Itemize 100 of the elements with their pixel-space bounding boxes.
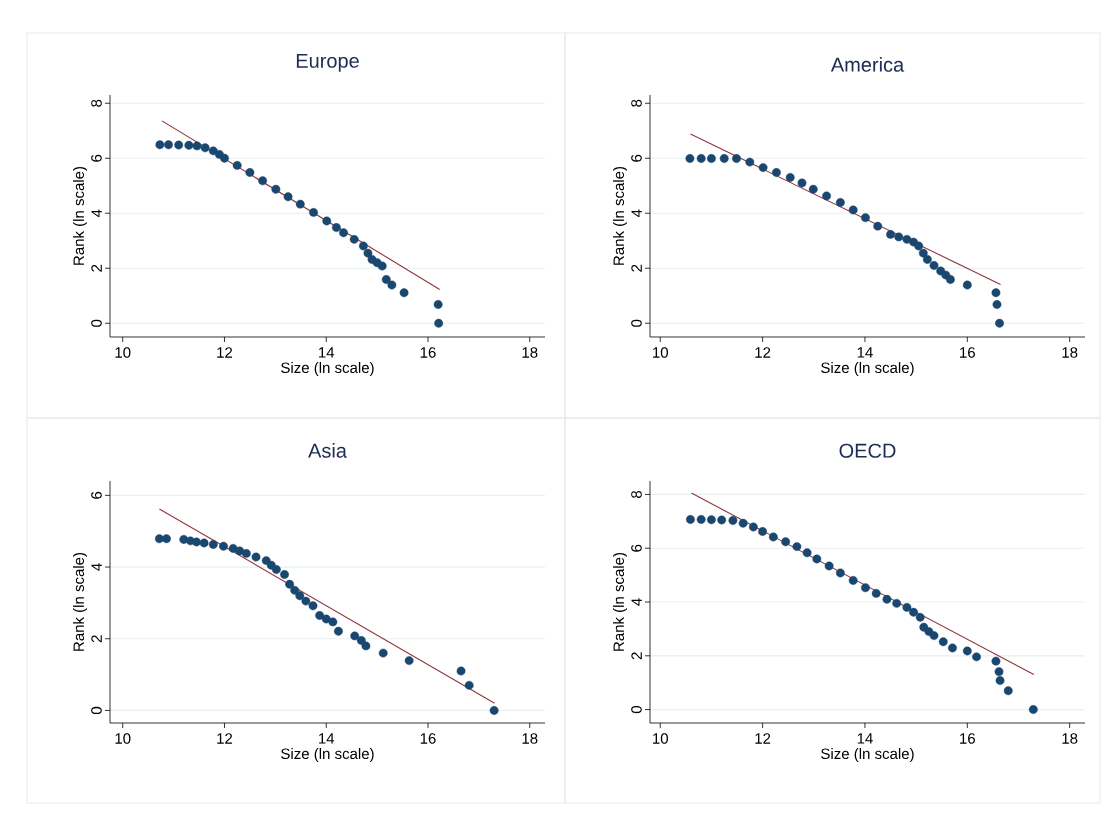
- point: [922, 255, 932, 264]
- point: [685, 154, 695, 163]
- point: [992, 300, 1002, 309]
- point: [199, 538, 209, 548]
- point: [334, 626, 343, 636]
- point: [200, 143, 210, 153]
- point: [235, 546, 245, 556]
- x-axis-title: Size (ln scale): [821, 748, 914, 762]
- chart-title: America: [830, 57, 905, 72]
- point: [886, 230, 895, 239]
- point: [1028, 705, 1038, 714]
- point: [258, 176, 268, 186]
- point: [929, 261, 939, 270]
- point: [434, 318, 444, 328]
- point: [192, 537, 201, 547]
- point: [797, 178, 807, 188]
- x-axis-title: Size (ln scale): [281, 362, 374, 376]
- point: [308, 601, 318, 611]
- point: [208, 540, 218, 549]
- point: [387, 280, 397, 290]
- x-tick-label: 16: [960, 733, 975, 744]
- point: [835, 198, 845, 207]
- point: [295, 591, 305, 601]
- x-tick-label: 14: [319, 733, 335, 744]
- x-tick-label: 14: [319, 347, 335, 358]
- point: [192, 141, 202, 151]
- point: [315, 611, 325, 620]
- y-tick-label: 4: [91, 209, 102, 218]
- point: [745, 157, 755, 167]
- x-tick-label: 16: [420, 733, 436, 744]
- x-axis-title: Size (ln scale): [821, 362, 914, 376]
- point: [894, 232, 904, 242]
- point: [283, 192, 293, 202]
- point: [861, 213, 870, 223]
- x-tick-label: 18: [1062, 347, 1078, 358]
- y-tick-label: 6: [91, 491, 102, 499]
- point: [802, 548, 812, 558]
- point: [772, 168, 781, 177]
- point: [301, 596, 311, 606]
- chart-title: Europe: [296, 53, 359, 72]
- point: [280, 570, 289, 579]
- y-tick-label: 2: [91, 635, 102, 643]
- point: [350, 631, 360, 641]
- point: [882, 594, 892, 604]
- x-tick-label: 10: [653, 347, 668, 358]
- y-tick-label: 2: [91, 264, 102, 272]
- x-tick-label: 16: [420, 347, 436, 358]
- point: [285, 579, 294, 589]
- x-tick-label: 10: [115, 733, 131, 744]
- point: [728, 516, 738, 525]
- point: [1003, 686, 1013, 696]
- point: [381, 275, 391, 284]
- point: [332, 223, 341, 232]
- point: [232, 161, 242, 170]
- point: [991, 288, 1001, 298]
- x-tick-label: 14: [857, 733, 873, 744]
- point: [339, 228, 348, 238]
- point: [164, 140, 173, 150]
- point: [686, 515, 695, 524]
- point: [918, 248, 928, 258]
- point: [378, 648, 388, 658]
- point: [892, 598, 902, 608]
- point: [848, 576, 858, 585]
- point: [696, 154, 706, 163]
- point: [738, 518, 748, 528]
- point: [948, 643, 957, 653]
- y-tick-label: 4: [631, 209, 642, 218]
- point: [717, 515, 727, 525]
- point: [929, 631, 939, 641]
- point: [758, 163, 768, 172]
- y-tick-label: 8: [91, 99, 102, 107]
- x-tick-label: 12: [755, 347, 771, 358]
- point: [361, 641, 371, 651]
- point: [271, 184, 281, 194]
- point: [174, 140, 184, 150]
- y-axis-title: Rank (ln scale): [73, 166, 87, 265]
- x-axis-title: Size (ln scale): [281, 748, 374, 762]
- chart-title: Asia: [308, 443, 347, 458]
- y-tick-label: 4: [631, 598, 642, 606]
- point: [184, 140, 194, 150]
- point: [938, 637, 948, 647]
- point: [871, 589, 881, 598]
- point: [456, 666, 466, 676]
- point: [377, 261, 387, 271]
- x-tick-label: 10: [653, 733, 668, 744]
- point: [995, 318, 1004, 328]
- point: [991, 656, 1001, 666]
- point: [785, 173, 795, 182]
- y-tick-label: 2: [631, 264, 642, 272]
- point: [962, 280, 972, 290]
- x-tick-label: 18: [522, 733, 538, 744]
- point: [707, 154, 716, 163]
- y-tick-label: 6: [91, 154, 102, 162]
- point: [155, 140, 165, 150]
- y-axis-title: Rank (ln scale): [613, 166, 627, 265]
- point: [808, 184, 818, 194]
- y-tick-label: 0: [631, 705, 642, 714]
- point: [220, 153, 229, 163]
- x-tick-label: 10: [115, 347, 131, 358]
- point: [792, 542, 802, 552]
